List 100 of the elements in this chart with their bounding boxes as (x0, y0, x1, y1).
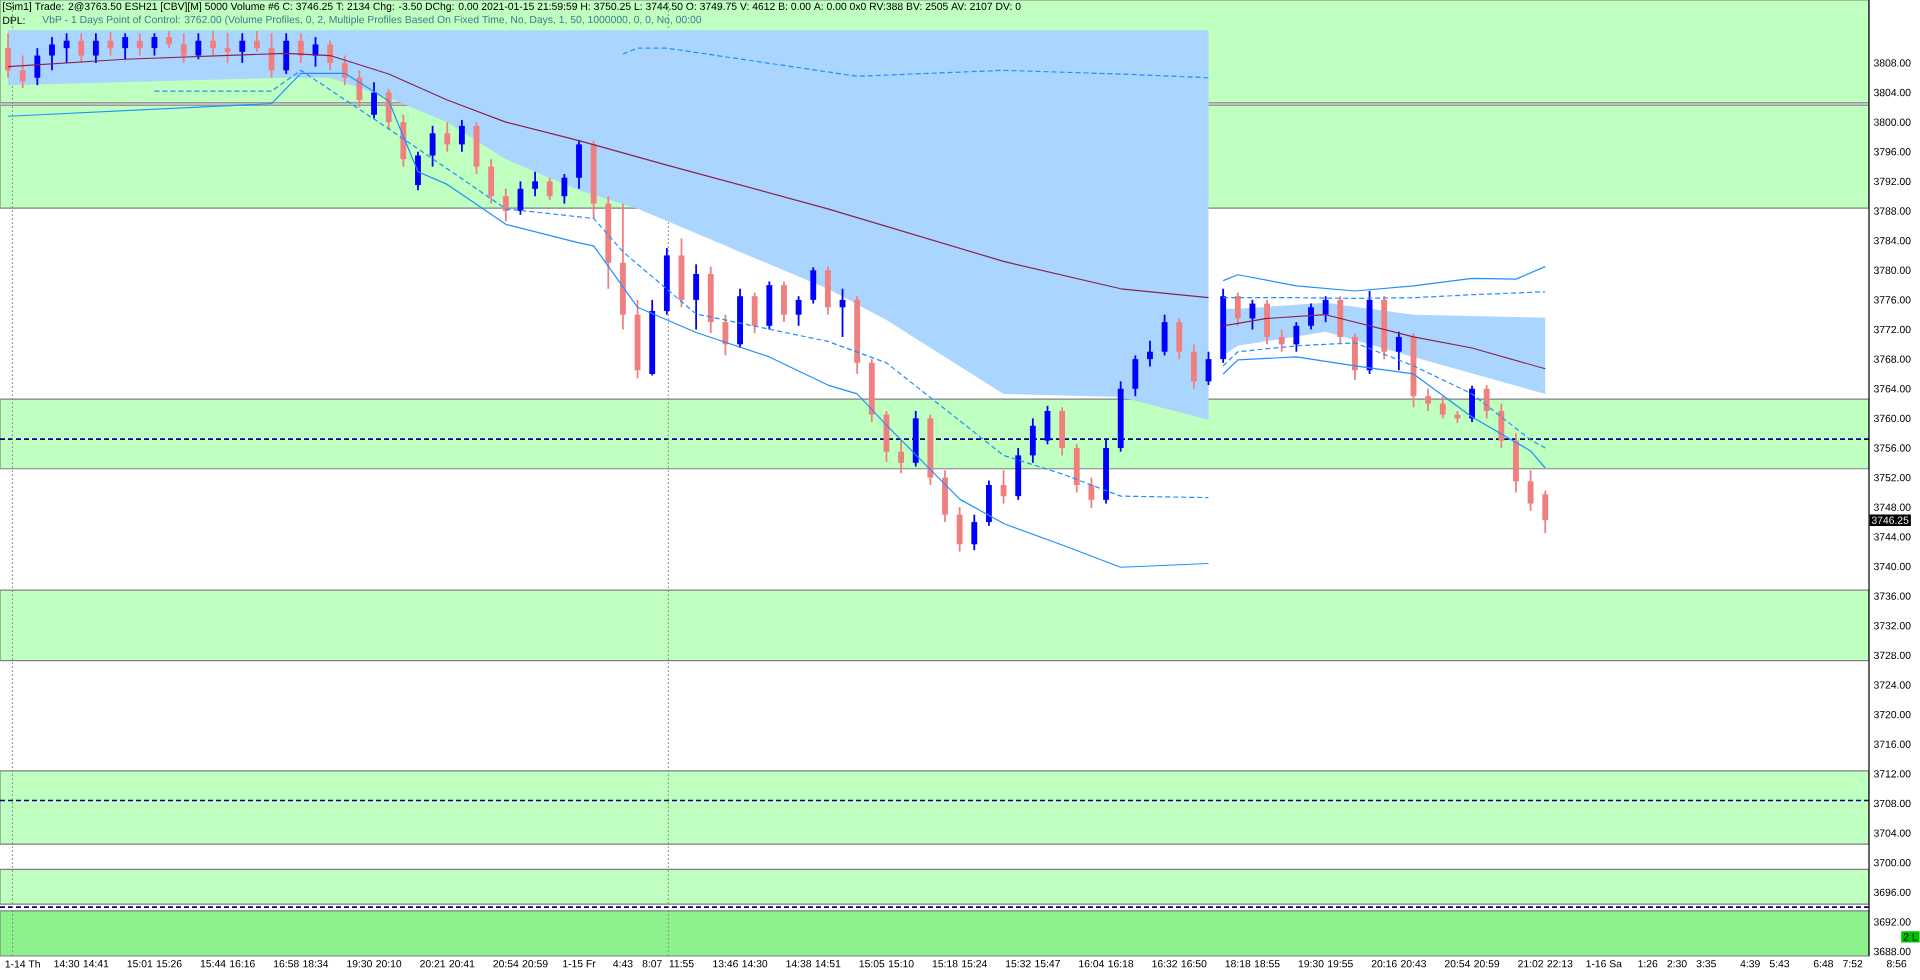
x-tick-label: 19:55 (1328, 960, 1353, 968)
candlestick (327, 39, 334, 72)
candlestick (1278, 328, 1285, 353)
y-tick-label: 3804.00 (1873, 88, 1911, 97)
annotation: DPL: (3, 16, 25, 24)
candlestick (254, 30, 260, 53)
candlestick (63, 32, 70, 64)
x-tick-label: 19:30 (1298, 960, 1324, 968)
candlestick (1425, 387, 1432, 412)
line-series (1222, 356, 1546, 469)
y-tick-label: 3776.00 (1873, 296, 1911, 304)
x-tick-label: 15:32 (1006, 960, 1031, 968)
y-tick-label: 3784.00 (1873, 236, 1911, 245)
y-tick-label: 3796.00 (1873, 148, 1911, 156)
line-series (622, 47, 1210, 79)
annotation: 3746.25 (1871, 516, 1909, 524)
y-tick-label: 3724.00 (1873, 681, 1911, 689)
candlestick (795, 295, 802, 327)
candlestick (78, 32, 85, 64)
x-tick-label: 22:13 (1547, 960, 1573, 968)
x-tick-label: 20:43 (1401, 960, 1426, 968)
y-tick-label: 3736.00 (1873, 592, 1911, 600)
x-tick-label: 20:54 (493, 960, 519, 968)
candlestick (1234, 291, 1241, 327)
candlestick (458, 119, 465, 153)
candlestick (341, 54, 348, 87)
candlestick (546, 176, 553, 201)
y-tick-label: 3760.00 (1873, 414, 1911, 423)
candlestick (19, 54, 26, 90)
x-tick-label: 14:51 (815, 960, 841, 968)
candlestick (224, 32, 231, 64)
candlestick (239, 32, 246, 64)
x-tick-label: 13:46 (713, 960, 738, 968)
x-tick-label: 4:39 (1740, 960, 1760, 968)
candlestick (444, 121, 451, 153)
x-tick-label: 20:21 (420, 960, 446, 968)
candlestick (502, 187, 509, 223)
x-tick-label: 19:30 (347, 960, 372, 968)
x-tick-label: 16:18 (1108, 960, 1134, 968)
candlestick (1293, 321, 1300, 353)
x-tick-label: 20:16 (1371, 960, 1397, 968)
y-tick-label: 3808.00 (1873, 59, 1911, 67)
x-tick-label: 15:10 (888, 960, 914, 968)
y-tick-label: 3692.00 (1873, 918, 1911, 926)
candlestick (268, 32, 275, 79)
y-tick-label: 3700.00 (1873, 859, 1911, 867)
x-tick-label: 16:04 (1079, 960, 1105, 968)
y-tick-label: 3756.00 (1873, 444, 1911, 452)
candlestick (371, 81, 377, 120)
y-tick-label: 3764.00 (1873, 385, 1911, 393)
x-tick-label: 20:59 (1474, 960, 1500, 968)
x-tick-label: 16:32 (1152, 960, 1178, 968)
x-tick-label: 18:55 (1254, 960, 1280, 968)
annotation: 2 L (1903, 933, 1918, 941)
candlestick (195, 32, 202, 61)
y-tick-label: 3768.00 (1873, 355, 1911, 363)
x-tick-label: 3:35 (1696, 960, 1716, 968)
candlestick (180, 32, 187, 64)
candlestick (210, 30, 216, 57)
candlestick (1483, 384, 1490, 420)
x-tick-label: 20:10 (376, 960, 402, 968)
candlestick (971, 513, 978, 552)
x-tick-label: 2:30 (1667, 960, 1687, 968)
candlestick (122, 32, 129, 61)
x-tick-label: 7:52 (1843, 960, 1863, 968)
x-tick-label: 6:48 (1813, 960, 1834, 968)
line-series (1222, 265, 1546, 292)
y-tick-label: 3744.00 (1873, 533, 1911, 541)
candlestick (1395, 330, 1402, 372)
x-tick-label: 8:56 (1886, 960, 1907, 968)
x-tick-label: 14:30 (54, 960, 80, 968)
x-tick-label: 15:01 (127, 960, 153, 968)
x-tick-label: 1:26 (1638, 960, 1658, 968)
y-tick-label: 3704.00 (1873, 829, 1911, 837)
candlestick (1527, 469, 1534, 512)
candlestick (898, 439, 905, 475)
x-tick-label: 20:54 (1444, 960, 1471, 968)
x-tick-label: 15:05 (859, 960, 885, 968)
x-tick-label: 1-14 Th (5, 960, 40, 968)
x-tick-label: 15:44 (200, 960, 226, 968)
x-tick-label: 15:18 (932, 960, 958, 968)
candlestick (356, 69, 363, 109)
candlestick (1147, 339, 1153, 368)
y-tick-label: 3740.00 (1873, 562, 1911, 571)
candlestick (722, 313, 729, 357)
x-tick-label: 14:30 (742, 960, 768, 968)
candlestick (532, 170, 539, 198)
candlestick (49, 36, 55, 72)
y-tick-label: 3800.00 (1873, 118, 1911, 126)
candlestick (92, 32, 99, 64)
x-tick-label: 4:43 (613, 960, 633, 968)
x-tick-label: 21:02 (1518, 960, 1544, 968)
candlestick (561, 173, 568, 205)
x-tick-label: 18:34 (303, 960, 329, 968)
y-tick-label: 3788.00 (1873, 207, 1911, 215)
text: VbP - 1 Days Point of Control: 3762.00 (Volume Profiles, 0, 2, Multiple Profiles Based On Fixed Time, No, Days, 1, 50, 1000000, 0, 0, No, 00:00 (42, 15, 702, 26)
y-tick-label: 3792.00 (1873, 177, 1911, 186)
y-tick-label: 3732.00 (1873, 622, 1911, 630)
x-tick-label: 1-15 Fr (563, 960, 596, 968)
y-tick-label: 3716.00 (1873, 740, 1911, 748)
